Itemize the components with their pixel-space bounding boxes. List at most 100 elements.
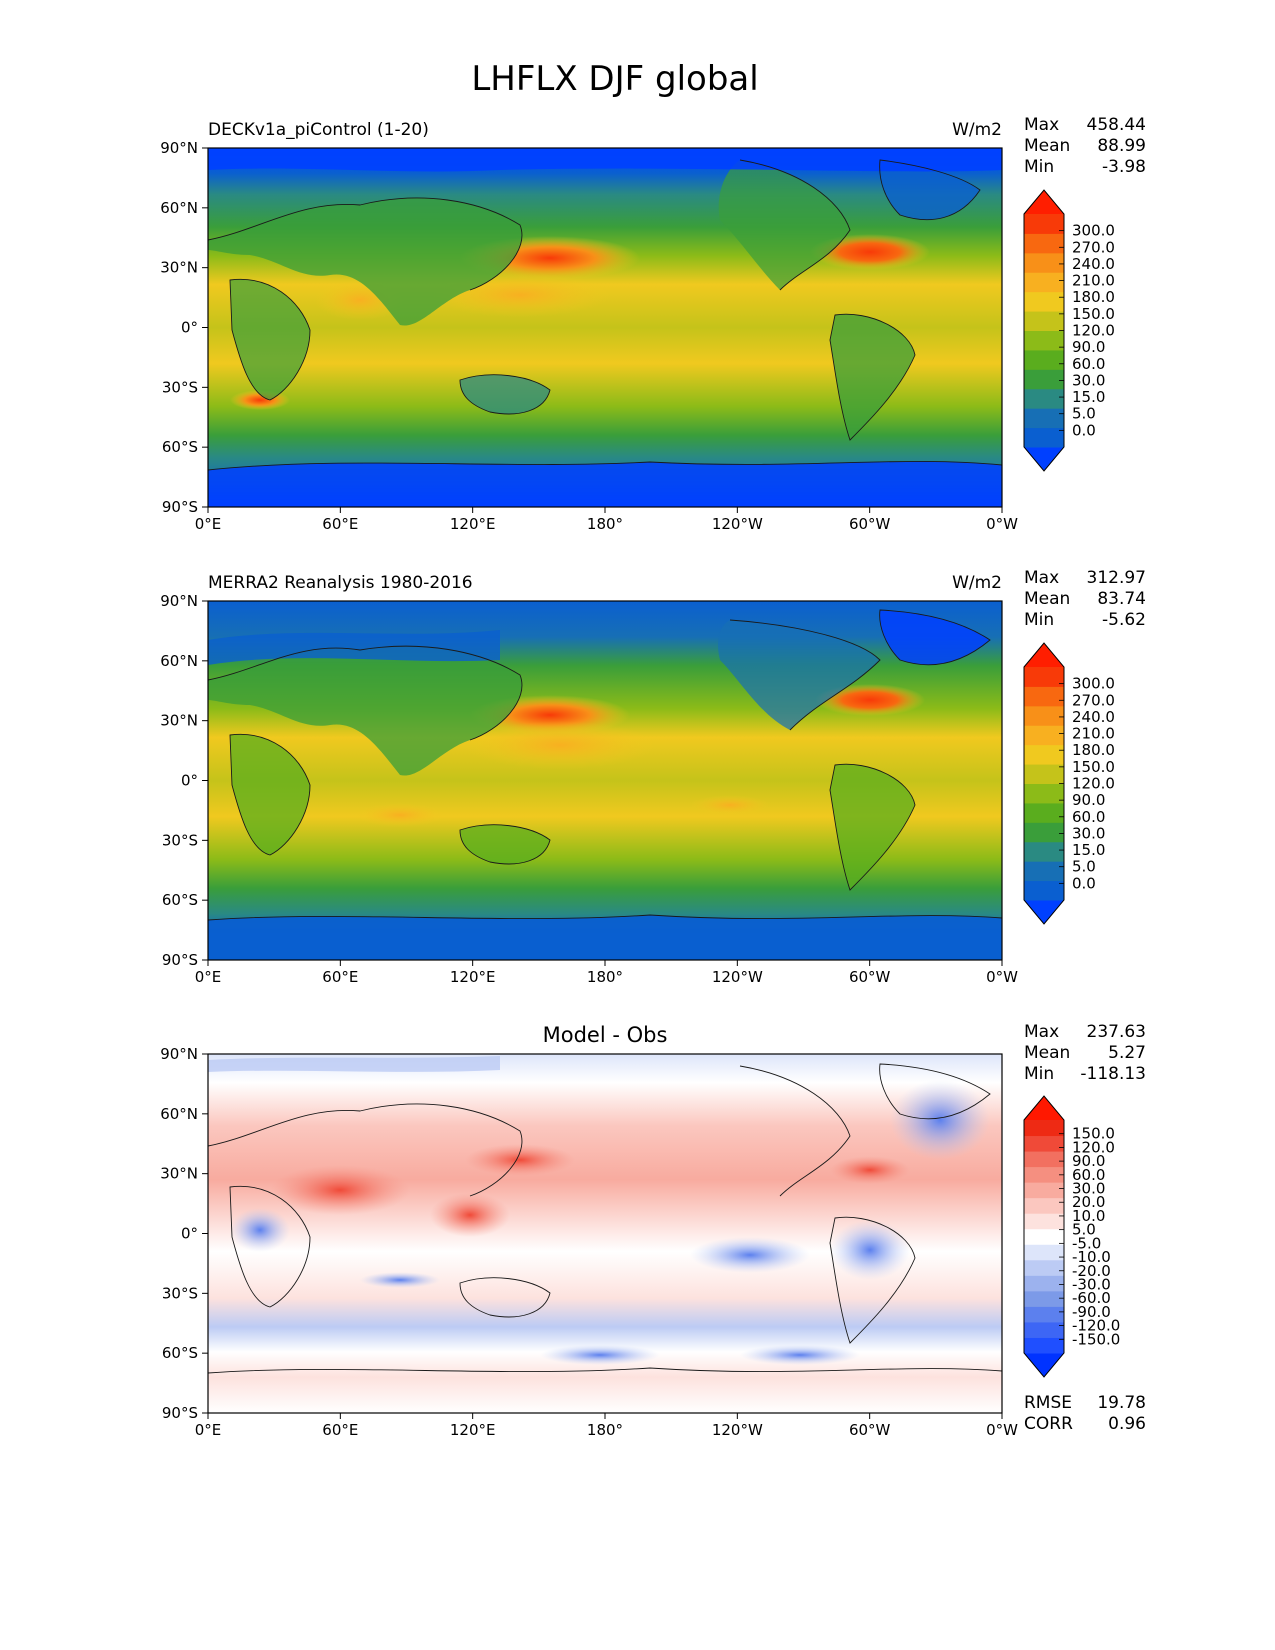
colorbar-band	[1024, 1228, 1064, 1245]
y-tick-label: 0°	[181, 772, 198, 790]
colorbar-label: 180.0	[1072, 288, 1115, 306]
colorbar-outline	[1023, 189, 1065, 472]
y-tick-label: 90°S	[162, 1404, 198, 1422]
metric-value: 0.96	[1108, 1414, 1146, 1434]
colorbar-band	[1024, 841, 1064, 862]
colorbar-band	[1024, 1151, 1064, 1168]
y-tick-label: 30°S	[162, 378, 198, 396]
colorbar-band	[1024, 1120, 1064, 1137]
x-tick-label: 60°E	[322, 515, 358, 533]
stat-label: Max	[1024, 568, 1059, 588]
y-tick-label: 30°S	[162, 831, 198, 849]
colorbar-band	[1024, 388, 1064, 409]
colorbar-label: -30.0	[1072, 1275, 1111, 1293]
colorbar-band	[1024, 705, 1064, 726]
colorbar-extend-max	[1024, 190, 1064, 214]
colorbar-extend-min	[1024, 1353, 1064, 1377]
colorbar-band	[1024, 667, 1064, 687]
y-tick-label: 60°S	[162, 891, 198, 909]
colorbar-label: 300.0	[1072, 675, 1115, 693]
colorbar-band	[1024, 291, 1064, 312]
x-tick-label: 60°E	[322, 968, 358, 986]
colorbar-label: 15.0	[1072, 388, 1105, 406]
x-tick-label: 180°	[587, 1421, 623, 1439]
stat-label: Max	[1024, 1022, 1059, 1042]
y-tick-label: 90°S	[162, 951, 198, 969]
colorbar-band	[1024, 1197, 1064, 1214]
map-field-difference	[208, 1054, 1002, 1413]
y-tick-label: 90°N	[160, 139, 198, 157]
colorbar-reference: 0.05.015.030.060.090.0120.0150.0180.0210…	[1023, 642, 1115, 925]
stats-block: Max 458.44 Mean 88.99 Min -3.98	[1024, 115, 1146, 177]
y-tick-label: 30°N	[160, 259, 198, 277]
colorbar-label: 30.0	[1072, 371, 1105, 389]
colorbar-band	[1024, 1244, 1064, 1261]
colorbar-band	[1024, 725, 1064, 746]
colorbar-band	[1024, 822, 1064, 843]
colorbar-label: 5.0	[1072, 858, 1096, 876]
panel-units: W/m2	[952, 120, 1002, 140]
x-tick-label: 120°W	[712, 1421, 763, 1439]
y-tick-label: 60°S	[162, 438, 198, 456]
y-tick-label: 60°N	[160, 652, 198, 670]
colorbar-label: 10.0	[1072, 1207, 1105, 1225]
x-tick-label: 60°W	[849, 1421, 891, 1439]
colorbar-extend-min	[1024, 447, 1064, 471]
colorbar-extend-min	[1024, 900, 1064, 924]
colorbar-label: 90.0	[1072, 338, 1105, 356]
x-tick-label: 120°E	[450, 968, 496, 986]
colorbar-band	[1024, 764, 1064, 784]
x-tick-label: 60°W	[849, 515, 891, 533]
colorbar-band	[1024, 349, 1064, 370]
stats-block: Max 312.97 Mean 83.74 Min -5.62	[1024, 568, 1146, 630]
colorbar-label: 5.0	[1072, 1221, 1096, 1239]
colorbar-band	[1024, 802, 1064, 823]
colorbar-label: 270.0	[1072, 691, 1115, 709]
x-tick-label: 0°E	[195, 968, 222, 986]
colorbar-band	[1024, 1290, 1064, 1307]
colorbar-band	[1024, 1337, 1064, 1354]
y-tick-label: 90°S	[162, 498, 198, 516]
colorbar-label: 150.0	[1072, 758, 1115, 776]
colorbar-band	[1024, 861, 1064, 882]
colorbar-label: 180.0	[1072, 741, 1115, 759]
colorbar-label: 60.0	[1072, 808, 1105, 826]
colorbar-label: 20.0	[1072, 1193, 1105, 1211]
colorbar-label: 30.0	[1072, 1180, 1105, 1198]
x-tick-label: 180°	[587, 515, 623, 533]
colorbar-label: 90.0	[1072, 1152, 1105, 1170]
colorbar-label: 210.0	[1072, 272, 1115, 290]
colorbar-band	[1024, 686, 1064, 707]
metric-value: 19.78	[1097, 1393, 1146, 1413]
y-tick-label: 30°S	[162, 1284, 198, 1302]
metric-label: CORR	[1024, 1414, 1073, 1434]
colorbar-label: -150.0	[1072, 1330, 1120, 1348]
colorbar-label: 240.0	[1072, 255, 1115, 273]
stat-value: 5.27	[1108, 1043, 1146, 1063]
colorbar-label: 15.0	[1072, 841, 1105, 859]
stat-value: -3.98	[1102, 157, 1146, 177]
colorbar-band	[1024, 1306, 1064, 1323]
x-tick-label: 60°E	[322, 1421, 358, 1439]
colorbar-band	[1024, 369, 1064, 390]
x-tick-label: 0°E	[195, 515, 222, 533]
y-tick-label: 30°N	[160, 1165, 198, 1183]
stat-label: Max	[1024, 115, 1059, 135]
colorbar-band	[1024, 252, 1064, 273]
colorbar-band	[1024, 311, 1064, 331]
colorbar-outline	[1023, 1095, 1065, 1378]
colorbar-band	[1024, 1182, 1064, 1199]
panel-units: W/m2	[952, 573, 1002, 593]
colorbar-band	[1024, 408, 1064, 429]
y-tick-label: 0°	[181, 1225, 198, 1243]
stat-label: Mean	[1024, 1043, 1070, 1063]
y-tick-label: 90°N	[160, 592, 198, 610]
metrics-block: RMSE 19.78 CORR 0.96	[1024, 1393, 1146, 1434]
y-tick-label: 30°N	[160, 712, 198, 730]
colorbar-label: 210.0	[1072, 725, 1115, 743]
map-field-reference	[208, 601, 1002, 960]
stat-value: -5.62	[1102, 610, 1146, 630]
stat-value: -118.13	[1080, 1064, 1146, 1084]
stat-value: 83.74	[1097, 589, 1146, 609]
